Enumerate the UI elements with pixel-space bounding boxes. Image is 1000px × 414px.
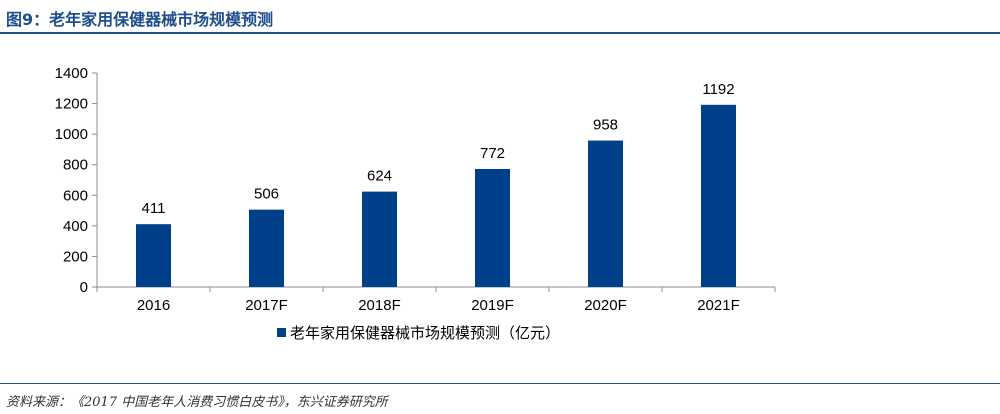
y-tick-label: 1000: [55, 126, 88, 143]
bar: [587, 140, 624, 287]
y-tick-label: 600: [63, 187, 88, 204]
y-tick-label: 200: [63, 248, 88, 265]
x-tick-label: 2019F: [471, 297, 514, 314]
y-axis: 0 200 400 600 800 1000 1200 1400: [55, 65, 98, 296]
data-label: 506: [254, 186, 279, 203]
bar: [700, 104, 737, 288]
legend: 老年家用保健器械市场规模预测（亿元）: [277, 324, 560, 342]
bar: [135, 224, 172, 287]
x-tick-label: 2018F: [358, 297, 401, 314]
bar: [248, 209, 285, 287]
x-tick-label: 2017F: [245, 297, 288, 314]
y-tick-label: 800: [63, 157, 88, 174]
figure-title: 图9：老年家用保健器械市场规模预测: [6, 10, 274, 29]
data-label: 772: [480, 145, 505, 162]
bar-chart: 0 200 400 600 800 1000 1200 1400 2016 2017F 2018F…: [55, 65, 776, 342]
footer-divider: [0, 383, 1000, 384]
data-label: 624: [367, 168, 392, 185]
x-axis: 2016 2017F 2018F 2019F 2020F 2021F: [96, 286, 776, 314]
data-labels: 411 506 624 772 958 1192: [142, 81, 735, 217]
x-tick-label: 2021F: [697, 297, 740, 314]
data-label: 411: [142, 200, 166, 217]
title-divider: [0, 32, 1000, 34]
data-label: 1192: [702, 81, 734, 98]
x-tick-label: 2016: [137, 297, 170, 314]
y-tick-label: 1200: [55, 96, 88, 113]
bar-series: [135, 104, 737, 288]
data-label: 958: [593, 117, 618, 134]
y-tick-label: 1400: [55, 65, 88, 82]
y-tick-label: 400: [63, 218, 88, 235]
legend-swatch: [277, 328, 286, 337]
y-tick-label: 0: [80, 279, 88, 296]
bar: [474, 168, 511, 287]
legend-label: 老年家用保健器械市场规模预测（亿元）: [290, 324, 560, 342]
x-tick-label: 2020F: [584, 297, 627, 314]
bar: [361, 191, 398, 287]
source-note: 资料来源：《2017 中国老年人消费习惯白皮书》，东兴证券研究所: [6, 395, 388, 410]
